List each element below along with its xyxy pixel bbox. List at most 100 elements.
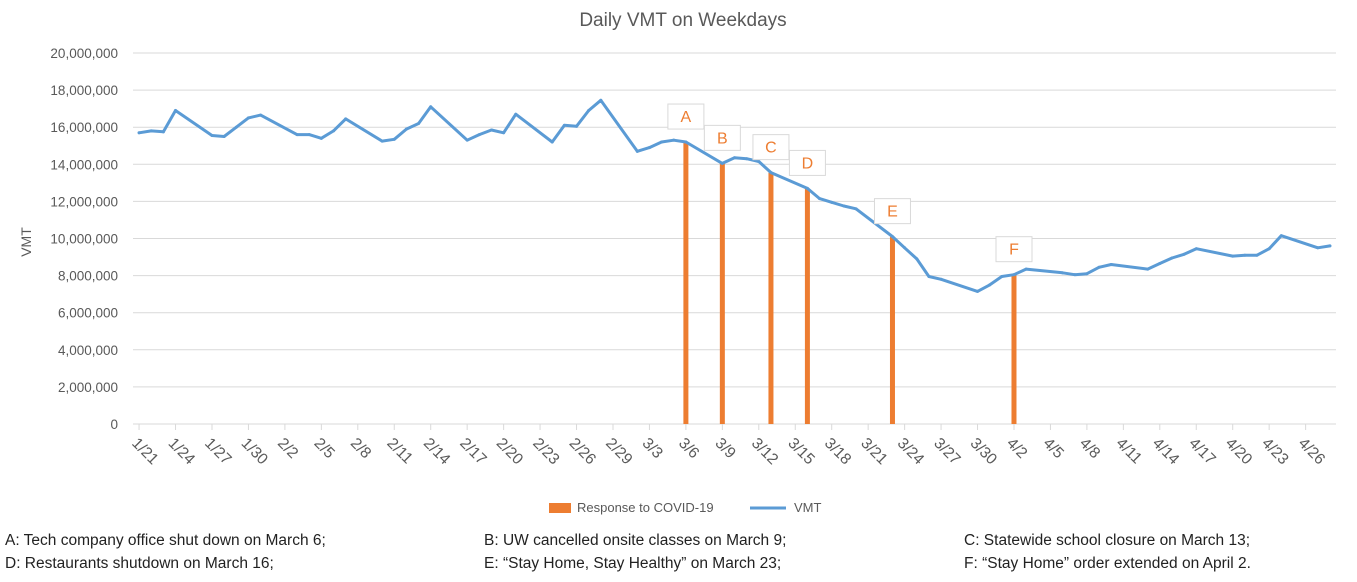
annotation-box — [995, 236, 1033, 263]
y-tick-label: 14,000,000 — [50, 157, 118, 172]
annotations: A B C D E F — [667, 103, 1033, 263]
annotation-e: E — [873, 198, 911, 225]
x-tick-label: 4/5 — [1040, 435, 1067, 462]
vmt-point — [417, 121, 421, 125]
annotation-label: E — [887, 204, 898, 221]
vmt-point — [1231, 254, 1235, 258]
legend: Response to COVID-19 VMT — [549, 500, 822, 515]
note-b: B: UW cancelled onsite classes on March … — [484, 532, 787, 549]
vmt-point — [1109, 262, 1113, 266]
x-tick-label: 3/18 — [821, 435, 854, 468]
x-tick-label: 4/14 — [1149, 435, 1183, 469]
vmt-point — [380, 139, 384, 143]
legend-swatch-response — [549, 503, 571, 513]
vmt-point — [1073, 273, 1077, 277]
x-tick-label: 2/5 — [311, 435, 338, 462]
response-bar — [683, 142, 689, 425]
x-tick-label: 1/21 — [128, 435, 161, 468]
vmt-point — [392, 137, 396, 141]
vmt-point — [161, 130, 165, 134]
x-tick-label: 3/27 — [930, 435, 963, 468]
response-bar — [719, 163, 725, 424]
vmt-point — [1024, 267, 1028, 271]
x-tick-label: 3/21 — [857, 435, 890, 468]
vmt-point — [222, 134, 226, 138]
vmt-point — [903, 246, 907, 250]
annotation-label: D — [802, 155, 814, 172]
vmt-point — [404, 127, 408, 131]
vmt-point — [720, 161, 724, 165]
vmt-point — [635, 149, 639, 153]
vmt-line-series — [137, 98, 1332, 293]
vmt-point — [1000, 275, 1004, 279]
annotation-box — [703, 124, 741, 151]
x-tick-label: 3/24 — [894, 435, 928, 469]
annotation-label: A — [681, 109, 692, 126]
vmt-point — [465, 138, 469, 142]
vmt-point — [830, 200, 834, 204]
y-tick-label: 2,000,000 — [58, 380, 118, 395]
x-tick-label: 3/9 — [712, 435, 739, 462]
response-bars — [683, 142, 1017, 425]
vmt-point — [733, 156, 736, 160]
annotation-box — [667, 103, 705, 130]
chart-title: Daily VMT on Weekdays — [579, 10, 786, 31]
vmt-point — [1267, 247, 1271, 251]
x-tick-label: 4/11 — [1113, 435, 1146, 468]
y-axis-ticks: 0 2,000,000 4,000,000 6,000,000 8,000,000 10,… — [50, 46, 118, 432]
y-tick-label: 0 — [110, 417, 118, 432]
vmt-point — [915, 257, 919, 261]
x-tick-label: 2/20 — [493, 435, 527, 469]
vmt-point — [319, 136, 323, 140]
y-tick-label: 10,000,000 — [50, 232, 118, 247]
vmt-point — [805, 186, 809, 190]
y-axis-label: VMT — [18, 227, 34, 257]
y-tick-label: 4,000,000 — [58, 343, 118, 358]
x-tick-label: 3/30 — [967, 435, 1001, 469]
response-bar — [804, 188, 810, 424]
vmt-point — [757, 160, 761, 164]
annotation-label: C — [765, 140, 777, 157]
annotation-notes: A: Tech company office shut down on Marc… — [0, 530, 1357, 582]
x-tick-label: 2/23 — [529, 435, 562, 468]
note-c: C: Statewide school closure on March 13; — [964, 532, 1251, 549]
vmt-point — [890, 235, 894, 239]
gridlines — [133, 52, 1336, 425]
x-tick-label: 4/26 — [1295, 435, 1328, 468]
vmt-point — [587, 109, 591, 113]
vmt-point — [988, 283, 992, 287]
annotation-label: B — [717, 130, 728, 147]
vmt-point — [234, 125, 238, 129]
vmt-point — [660, 140, 664, 144]
vmt-point — [1012, 273, 1016, 277]
x-tick-label: 4/20 — [1222, 435, 1256, 469]
annotation-box — [788, 149, 826, 176]
vmt-point — [514, 112, 518, 116]
x-tick-label: 3/15 — [784, 435, 817, 468]
note-f: F: “Stay Home” order extended on April 2… — [964, 555, 1251, 572]
vmt-point — [137, 131, 141, 135]
x-tick-label: 2/11 — [383, 435, 416, 468]
annotation-box — [873, 198, 911, 225]
vmt-point — [502, 131, 506, 135]
x-tick-label: 1/30 — [238, 435, 272, 469]
x-tick-label: 2/8 — [347, 435, 374, 462]
vmt-point — [647, 146, 651, 150]
note-d: D: Restaurants shutdown on March 16; — [5, 555, 274, 572]
vmt-point — [1316, 246, 1320, 250]
vmt-point — [259, 113, 263, 117]
legend-label-vmt: VMT — [794, 500, 822, 515]
y-tick-label: 16,000,000 — [50, 120, 118, 135]
x-tick-label: 3/3 — [639, 435, 666, 462]
vmt-point — [575, 124, 579, 128]
vmt-point — [854, 207, 858, 211]
annotation-label: F — [1009, 242, 1019, 259]
vmt-point — [562, 123, 566, 127]
x-tick-label: 2/29 — [602, 435, 635, 468]
vmt-point — [1182, 252, 1186, 256]
x-tick-label: 3/12 — [748, 435, 781, 468]
vmt-point — [1279, 234, 1283, 238]
vmt-point — [745, 157, 749, 161]
y-tick-label: 8,000,000 — [58, 269, 118, 284]
vmt-point — [684, 140, 688, 144]
